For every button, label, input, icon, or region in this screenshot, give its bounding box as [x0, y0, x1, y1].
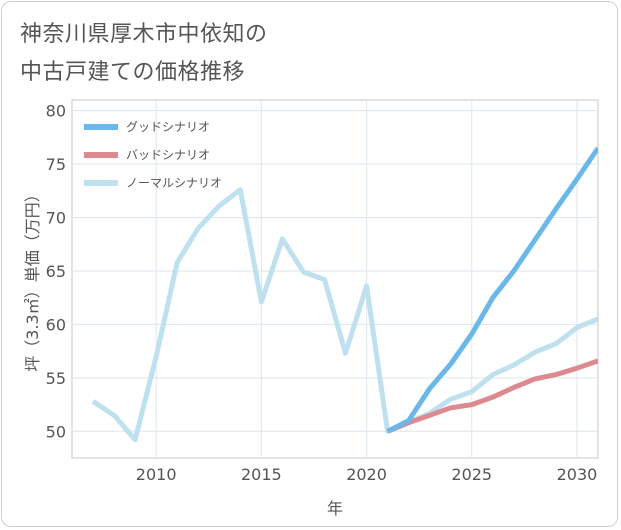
- x-tick-label: 2030: [557, 465, 598, 484]
- y-axis-title: 坪（3.3㎡）単価（万円）: [23, 186, 42, 371]
- series-line-normal: [91, 187, 598, 443]
- y-tick-label: 80: [46, 102, 66, 121]
- x-axis-title: 年: [327, 499, 343, 518]
- y-tick-label: 70: [46, 209, 66, 228]
- chart-title: 神奈川県厚木市中依知の 中古戸建ての価格推移: [20, 22, 268, 85]
- plot-frame: [71, 99, 599, 459]
- series-line-bad: [386, 358, 598, 434]
- y-tick-label: 75: [46, 155, 66, 174]
- y-tick-label: 65: [46, 262, 66, 281]
- x-tick-label: 2025: [451, 465, 492, 484]
- y-tick-label: 60: [46, 315, 66, 334]
- y-tick-label: 50: [46, 422, 66, 441]
- y-tick-label: 55: [46, 369, 66, 388]
- legend-label-normal: ノーマルシナリオ: [126, 176, 222, 190]
- x-tick-label: 2020: [346, 465, 387, 484]
- series-line-good: [386, 146, 598, 434]
- x-tick-label: 2010: [136, 465, 177, 484]
- legend-label-good: グッドシナリオ: [126, 120, 210, 134]
- legend-label-bad: バッドシナリオ: [126, 148, 210, 162]
- x-tick-label: 2015: [241, 465, 282, 484]
